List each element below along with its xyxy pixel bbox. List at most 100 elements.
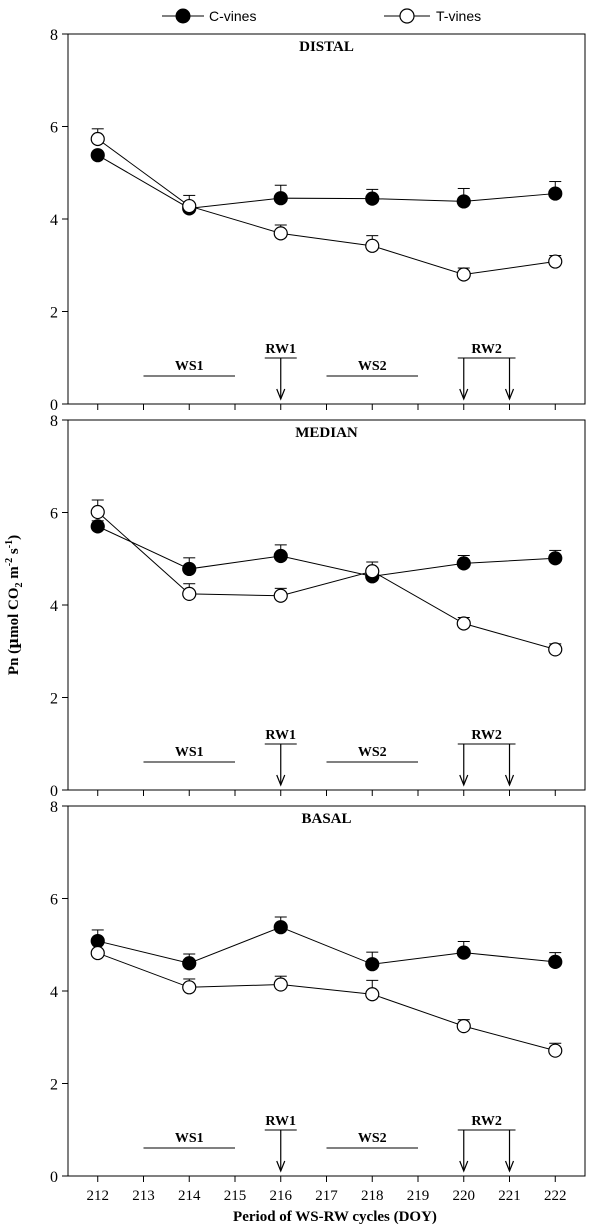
- x-tick-label: 214: [178, 1188, 201, 1204]
- y-tick-label: 4: [50, 984, 58, 1001]
- data-point-t-vines: [90, 945, 105, 961]
- data-point-t-vines: [365, 238, 380, 253]
- data-point-c-vines: [456, 194, 471, 209]
- y-tick-label: 2: [50, 691, 58, 708]
- x-tick-label: 213: [132, 1188, 155, 1204]
- event-label-rw1: RW1: [265, 1114, 296, 1129]
- series-line-t-vines: [97, 511, 556, 650]
- data-point-c-vines: [90, 519, 105, 534]
- event-arrow-head: [276, 774, 286, 787]
- event-label-rw2: RW2: [471, 728, 502, 743]
- panel-distal: 0 2 4 6 8 DISTAL WS1 RW1 WS2 RW2: [50, 27, 586, 414]
- data-point-c-vines: [548, 954, 563, 969]
- panel-median: 0 2 4 6 8 MEDIAN WS1 RW1 WS2 RW2: [50, 413, 586, 800]
- x-tick-label: 216: [269, 1188, 292, 1204]
- y-tick-label: 8: [50, 799, 58, 816]
- y-tick-label: 4: [50, 212, 58, 229]
- event-label-rw1: RW1: [265, 728, 296, 743]
- period-label-ws2: WS2: [358, 1131, 387, 1146]
- x-tick-label: 217: [315, 1188, 338, 1204]
- data-point-c-vines: [273, 548, 288, 564]
- data-point-c-vines: [90, 148, 105, 163]
- data-point-c-vines: [365, 191, 380, 206]
- data-point-t-vines: [182, 586, 197, 602]
- series-line-c-vines: [97, 525, 556, 577]
- event-arrow-head: [276, 1160, 286, 1173]
- event-arrow-head: [504, 388, 515, 401]
- data-point-c-vines: [182, 956, 197, 971]
- event-arrow-head: [459, 774, 469, 787]
- legend-marker-c-vines: [175, 8, 191, 24]
- panel-title: MEDIAN: [295, 425, 358, 441]
- data-point-t-vines: [273, 977, 288, 992]
- data-point-t-vines: [456, 1019, 471, 1034]
- data-point-c-vines: [548, 186, 563, 201]
- panel-title: DISTAL: [299, 39, 354, 55]
- event-label-rw1: RW1: [265, 342, 296, 357]
- data-point-c-vines: [182, 561, 197, 577]
- data-point-c-vines: [273, 191, 288, 206]
- x-tick-label: 218: [361, 1188, 384, 1204]
- panels: 0 2 4 6 8 DISTAL WS1 RW1 WS2 RW2 0 2 4 6 8 MEDIAN WS1 RW1…: [50, 27, 586, 1204]
- data-point-t-vines: [90, 131, 105, 147]
- y-tick-label: 2: [50, 1077, 58, 1094]
- x-tick-label: 219: [407, 1188, 430, 1204]
- data-point-c-vines: [456, 945, 471, 960]
- x-tick-label: 222: [544, 1188, 567, 1204]
- legend-label-t-vines: T-vines: [436, 8, 481, 24]
- y-tick-label: 6: [50, 120, 58, 137]
- event-arrow-head: [459, 1160, 469, 1173]
- data-point-c-vines: [456, 556, 471, 571]
- y-tick-label: 6: [50, 892, 58, 909]
- data-point-t-vines: [365, 987, 380, 1002]
- x-axis-label: Period of WS-RW cycles (DOY): [233, 1209, 437, 1225]
- data-point-c-vines: [548, 551, 563, 566]
- x-tick-label: 221: [498, 1188, 521, 1204]
- y-tick-label: 8: [50, 413, 58, 430]
- panel-basal: 0 2 4 6 8 212 213 214 215 216 217 218 219 220 221 222 BA…: [50, 799, 586, 1204]
- data-point-t-vines: [273, 226, 288, 241]
- data-point-t-vines: [365, 564, 380, 579]
- panel-title: BASAL: [301, 811, 351, 827]
- period-label-ws2: WS2: [358, 359, 387, 374]
- period-label-ws1: WS1: [175, 359, 204, 374]
- data-point-t-vines: [273, 588, 288, 603]
- y-tick-label: 0: [50, 397, 58, 414]
- x-tick-label: 215: [224, 1188, 247, 1204]
- event-arrow-head: [504, 1160, 515, 1173]
- event-label-rw2: RW2: [471, 1114, 502, 1129]
- data-point-c-vines: [273, 920, 288, 935]
- series-line-c-vines: [97, 154, 556, 209]
- data-point-t-vines: [90, 504, 105, 520]
- period-label-ws1: WS1: [175, 1131, 204, 1146]
- period-label-ws1: WS1: [175, 745, 204, 760]
- data-point-t-vines: [456, 616, 471, 631]
- x-tick-label: 212: [86, 1188, 109, 1204]
- y-tick-label: 2: [50, 305, 58, 322]
- data-point-t-vines: [548, 1043, 563, 1058]
- data-point-t-vines: [548, 254, 563, 269]
- y-tick-label: 0: [50, 783, 58, 800]
- data-point-t-vines: [548, 642, 563, 657]
- series-line-t-vines: [97, 952, 556, 1052]
- legend-marker-t-vines: [399, 8, 415, 24]
- data-point-c-vines: [365, 957, 380, 972]
- y-tick-label: 6: [50, 506, 58, 523]
- data-point-c-vines: [90, 933, 105, 949]
- data-point-t-vines: [182, 198, 197, 214]
- y-tick-label: 4: [50, 598, 58, 615]
- event-arrow-head: [276, 388, 286, 401]
- x-tick-label: 220: [453, 1188, 476, 1204]
- event-arrow-head: [504, 774, 515, 787]
- series-line-t-vines: [97, 138, 556, 276]
- legend: C-vines T-vines: [162, 8, 481, 24]
- data-point-t-vines: [182, 980, 197, 995]
- y-tick-label: 8: [50, 27, 58, 44]
- y-axis-label: Pn (µmol CO2 m-2 s-1): [4, 535, 25, 675]
- legend-label-c-vines: C-vines: [209, 8, 256, 24]
- period-label-ws2: WS2: [358, 745, 387, 760]
- y-tick-label: 0: [50, 1169, 58, 1186]
- data-point-t-vines: [456, 267, 471, 282]
